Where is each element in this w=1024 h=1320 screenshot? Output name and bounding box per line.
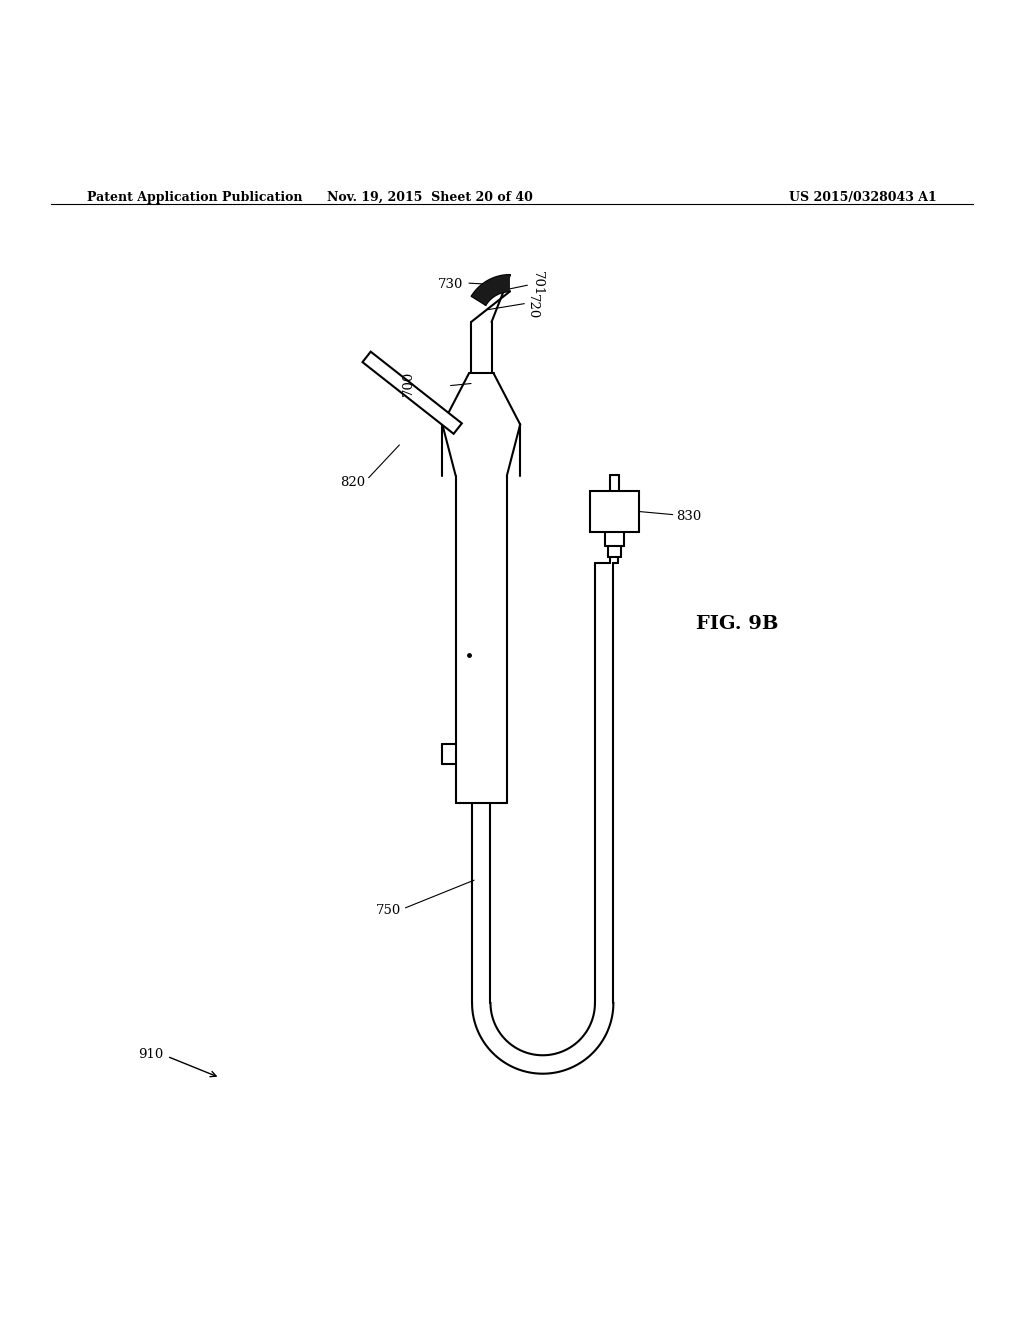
- Bar: [590, 491, 639, 532]
- Polygon shape: [362, 351, 462, 434]
- Text: 820: 820: [340, 477, 366, 490]
- Text: 701: 701: [530, 271, 544, 296]
- Text: FIG. 9B: FIG. 9B: [696, 615, 778, 634]
- Text: 720: 720: [526, 294, 540, 319]
- Text: 830: 830: [676, 510, 701, 523]
- Polygon shape: [472, 275, 510, 305]
- Text: 700: 700: [401, 371, 415, 396]
- Text: 730: 730: [437, 277, 463, 290]
- Text: 750: 750: [376, 904, 401, 917]
- Text: 910: 910: [138, 1048, 164, 1061]
- Text: Nov. 19, 2015  Sheet 20 of 40: Nov. 19, 2015 Sheet 20 of 40: [327, 191, 534, 205]
- Text: Patent Application Publication: Patent Application Publication: [87, 191, 302, 205]
- Text: US 2015/0328043 A1: US 2015/0328043 A1: [790, 191, 937, 205]
